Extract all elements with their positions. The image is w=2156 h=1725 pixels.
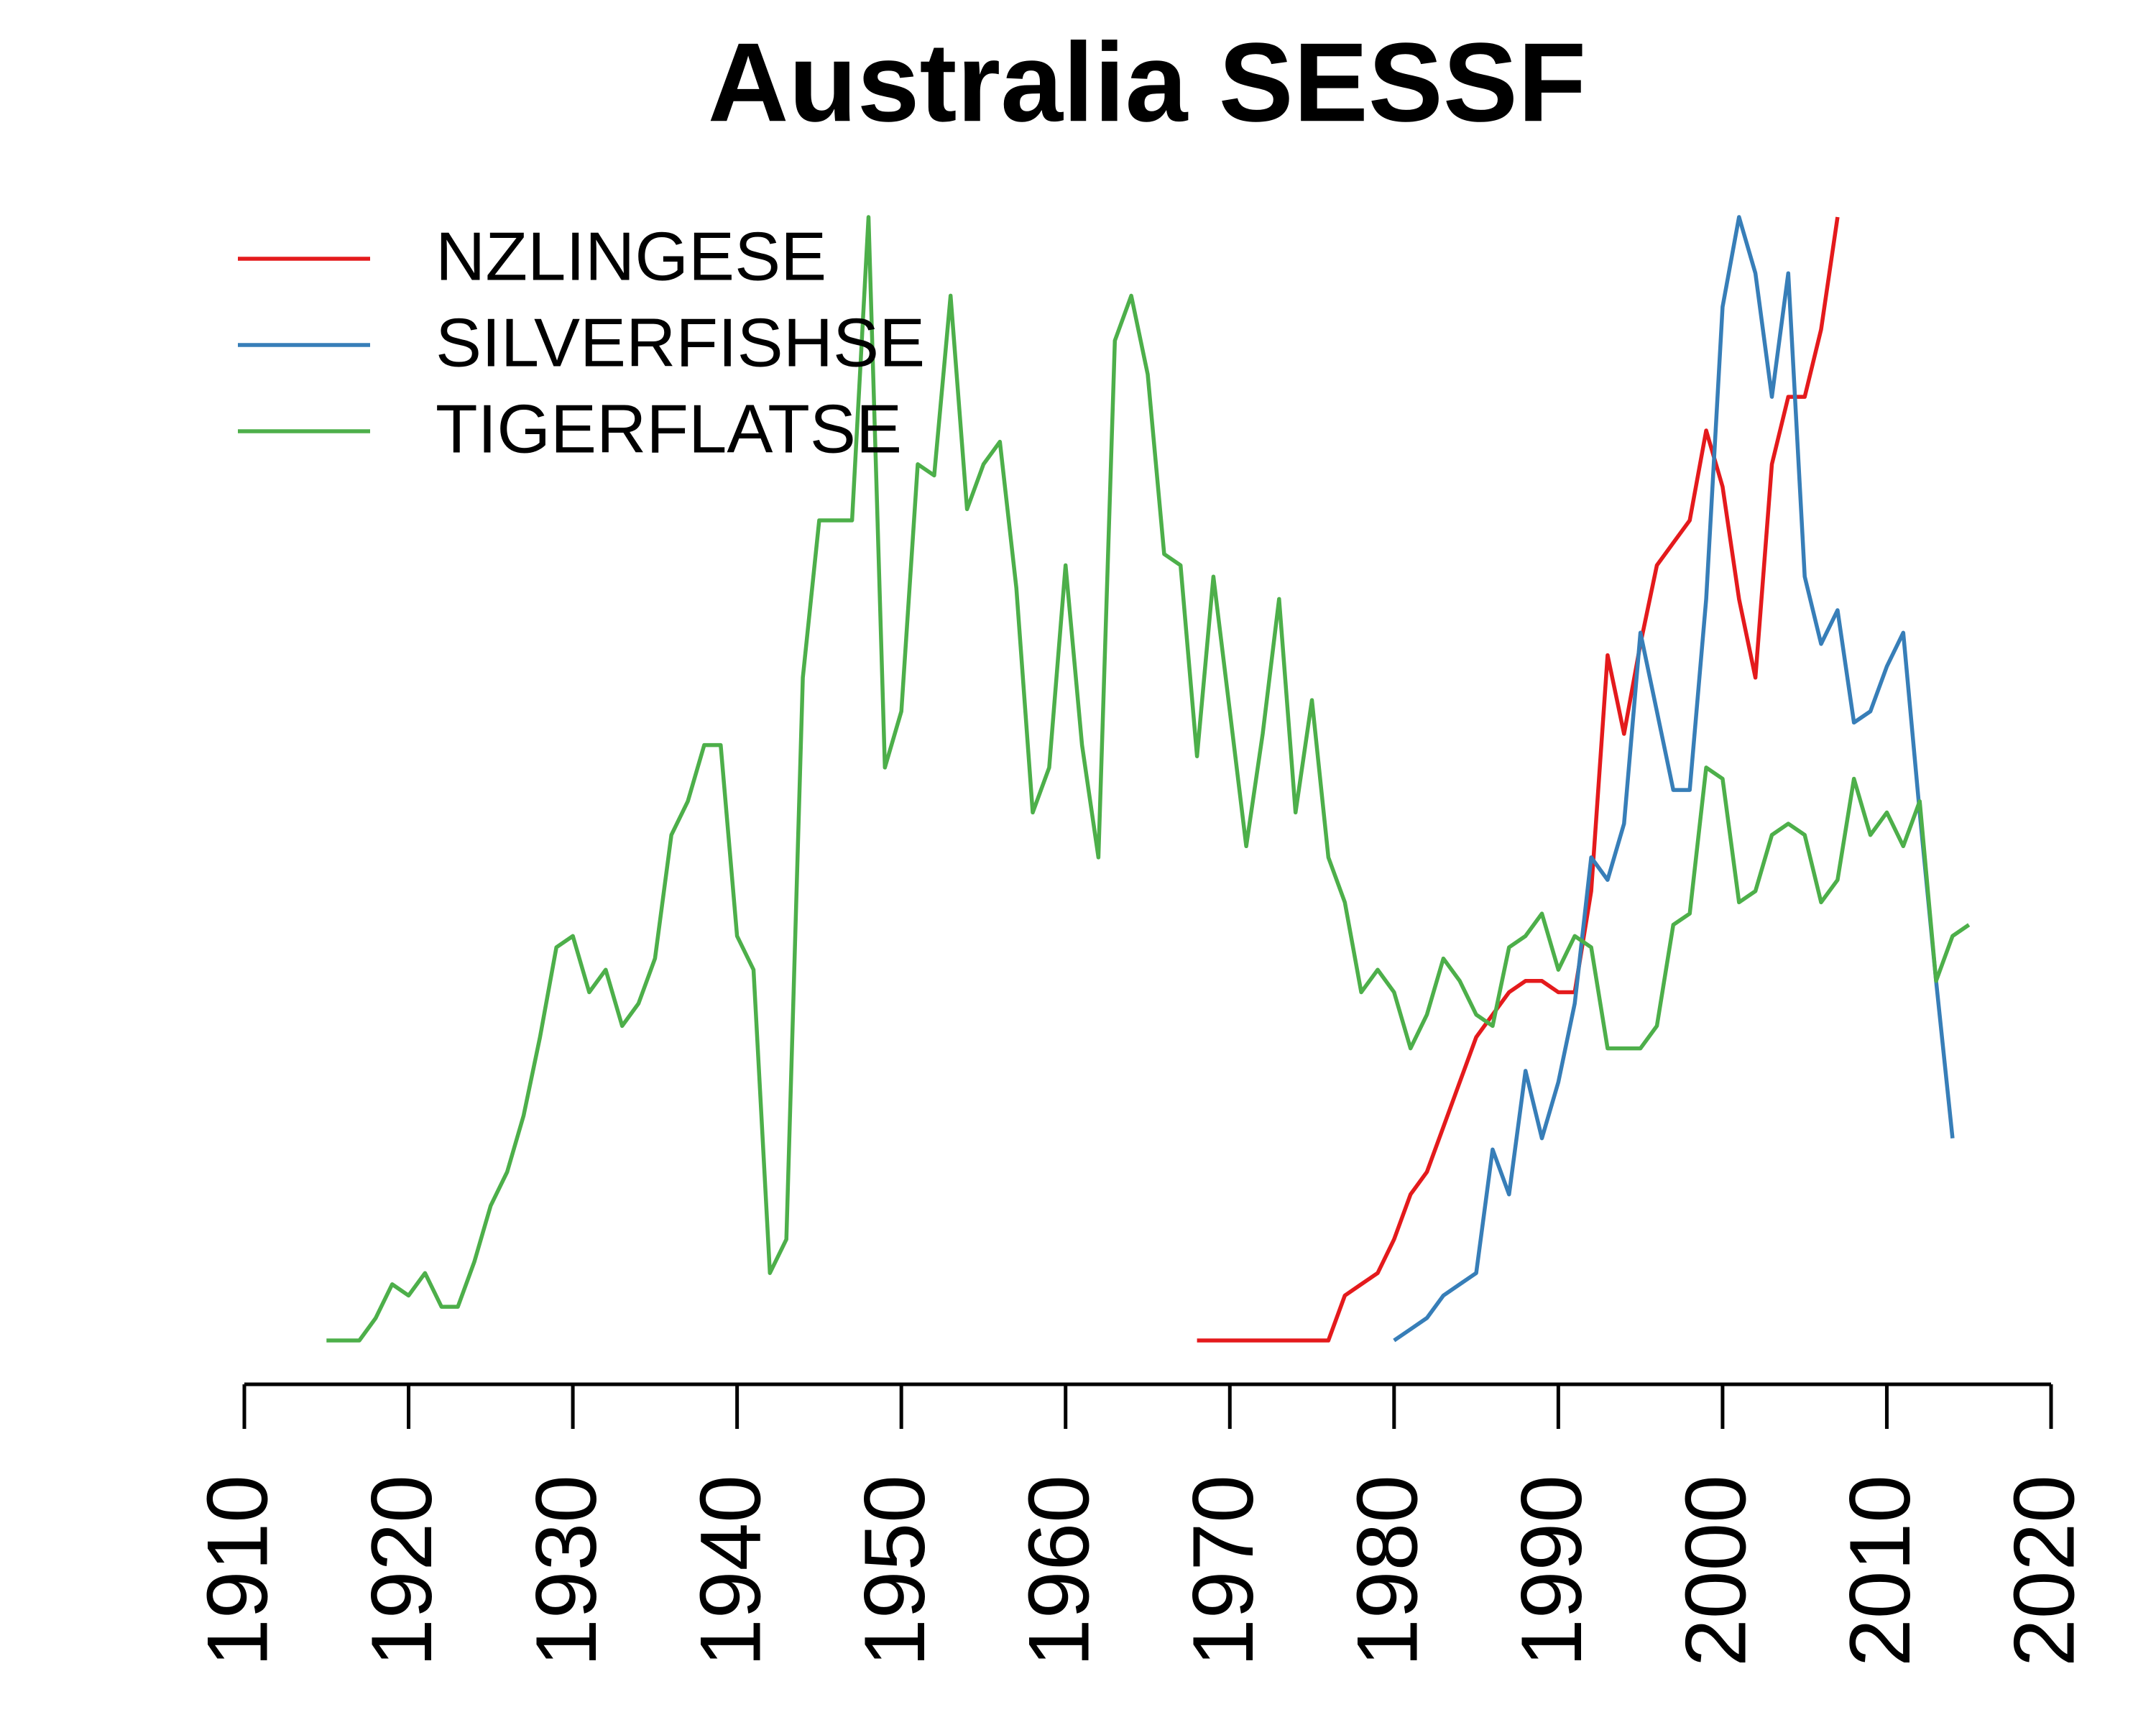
x-tick-label: 2020	[1996, 1475, 2093, 1667]
x-tick-label: 1940	[682, 1475, 778, 1667]
x-tick-label: 1930	[518, 1475, 614, 1667]
x-tick-label: 1990	[1503, 1475, 1600, 1667]
legend-label: SILVERFISHSE	[436, 304, 925, 381]
x-tick-label: 1950	[847, 1475, 943, 1667]
x-tick-label: 1910	[190, 1475, 286, 1667]
x-tick-label: 1970	[1175, 1475, 1271, 1667]
series-line	[1197, 216, 1840, 1343]
chart-title: Australia SESSF	[708, 20, 1586, 145]
x-tick-label: 1920	[354, 1475, 450, 1667]
x-tick-label: 1980	[1340, 1475, 1436, 1667]
x-tick-label: 1960	[1010, 1475, 1107, 1667]
x-tick-label: 2000	[1668, 1475, 1764, 1667]
series-line	[1393, 215, 1955, 1343]
legend-label: NZLINGESE	[436, 218, 826, 295]
legend-label: TIGERFLATSE	[436, 390, 902, 467]
x-tick-label: 2010	[1832, 1475, 1928, 1667]
series-line	[326, 215, 1971, 1343]
